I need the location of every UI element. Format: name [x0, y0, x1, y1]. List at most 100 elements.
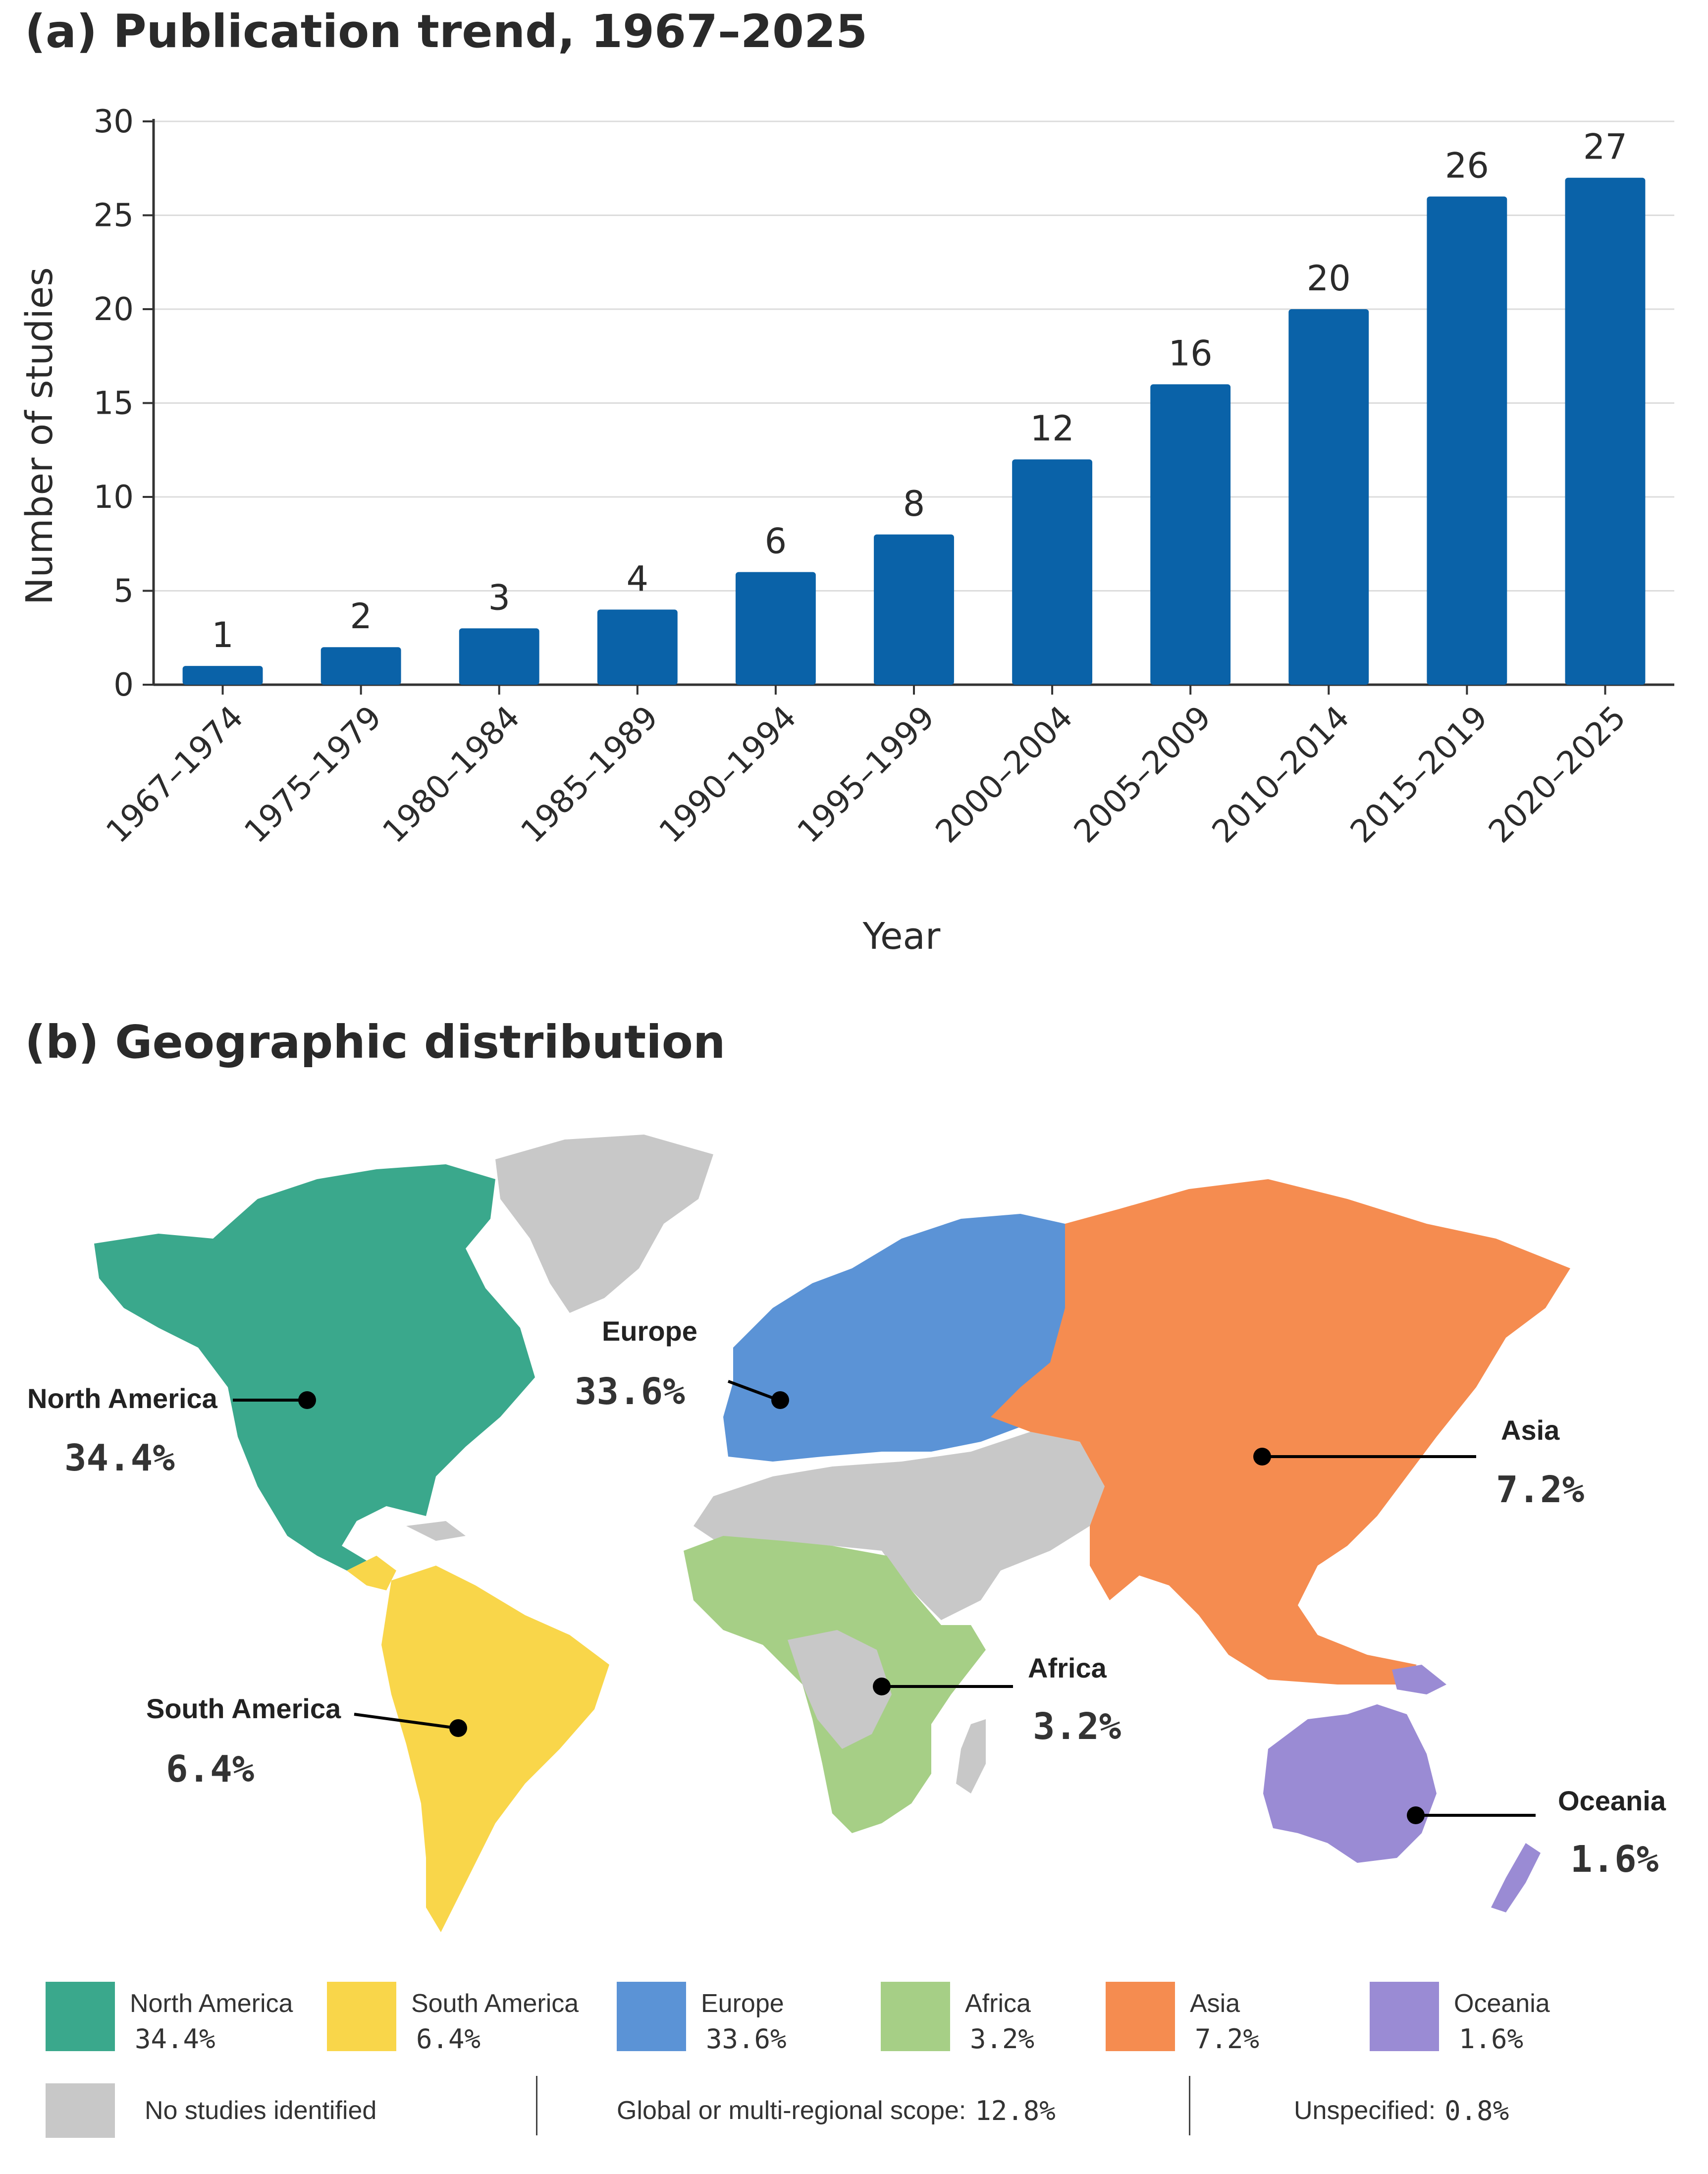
legend-item-africa: Africa 3.2% — [881, 1982, 1034, 2055]
y-axis-title: Number of studies — [18, 267, 61, 605]
region-pct: 1.6% — [1570, 1838, 1659, 1881]
bar — [320, 647, 401, 685]
new-zealand-shape — [1491, 1843, 1541, 1912]
bar — [1150, 384, 1231, 685]
y-tick-label: 10 — [94, 479, 134, 516]
legend-label: South America — [411, 1989, 579, 2018]
legend-pct: 34.4% — [135, 2023, 215, 2055]
legend-divider — [1189, 2076, 1190, 2135]
region-pct: 6.4% — [166, 1748, 255, 1791]
bar — [182, 666, 263, 685]
bar — [874, 534, 954, 685]
y-tick-label: 5 — [113, 573, 134, 610]
callout-europe: Europe 33.6% — [575, 1315, 789, 1413]
legend-label: Oceania — [1454, 1989, 1550, 2018]
legend-swatch — [46, 1982, 115, 2051]
legend-value: 0.8% — [1444, 2095, 1509, 2126]
bar-value-label: 3 — [488, 577, 510, 618]
bar-value-label: 8 — [903, 484, 925, 524]
south-america-shape — [381, 1566, 609, 1932]
bars — [182, 177, 1646, 685]
bar — [459, 628, 539, 685]
legend-item-unspecified: Unspecified: 0.8% — [1294, 2081, 1509, 2140]
legend-label: Europe — [701, 1989, 784, 2018]
central-africa-shape — [788, 1630, 892, 1749]
bar-value-label: 1 — [212, 615, 234, 655]
x-tick-label: 2005–2009 — [1067, 699, 1218, 850]
region-pct: 3.2% — [1033, 1705, 1121, 1748]
y-tick-label: 20 — [94, 291, 134, 328]
legend-label: No studies identified — [145, 2096, 377, 2125]
callout-asia: Asia 7.2% — [1253, 1414, 1585, 1511]
region-pct: 34.4% — [64, 1437, 175, 1479]
legend-swatch — [327, 1982, 396, 2051]
japan-shape — [1382, 1367, 1422, 1462]
legend-item-south-america: South America 6.4% — [327, 1982, 579, 2055]
bar — [1288, 309, 1369, 685]
bar-value-label: 27 — [1583, 127, 1627, 167]
legend-label: Africa — [965, 1989, 1031, 2018]
legend-pct: 1.6% — [1459, 2023, 1524, 2055]
europe-shape — [723, 1214, 1080, 1462]
legend-label: Global or multi-regional scope: — [617, 2096, 966, 2125]
y-tick-label: 25 — [94, 198, 134, 234]
y-tick-label: 15 — [94, 385, 134, 422]
bar-value-label: 16 — [1169, 333, 1213, 374]
legend-swatch — [881, 1982, 950, 2051]
x-tick-label: 1980–1984 — [376, 699, 527, 850]
region-pct: 7.2% — [1496, 1468, 1585, 1511]
legend-pct: 6.4% — [416, 2023, 481, 2055]
legend-swatch-grey — [46, 2083, 115, 2138]
bar-value-label: 20 — [1307, 258, 1351, 299]
callout-south-america: South America 6.4% — [146, 1693, 467, 1791]
legend-label: North America — [130, 1989, 293, 2018]
bar — [1427, 196, 1507, 685]
region-label: Oceania — [1558, 1785, 1666, 1816]
north-america-shape — [94, 1164, 535, 1571]
region-label: Europe — [602, 1315, 697, 1347]
asia-shape — [991, 1179, 1570, 1685]
x-tick-label: 2010–2014 — [1205, 699, 1356, 850]
grid-lines — [154, 120, 1674, 592]
y-tick-label: 30 — [94, 104, 134, 140]
bar-value-label: 12 — [1030, 408, 1074, 449]
y-tick-label: 0 — [113, 667, 134, 704]
map-legend: North America 34.4% South America 6.4% E… — [0, 1972, 1708, 2170]
callout-oceania: Oceania 1.6% — [1407, 1785, 1666, 1881]
oceania-shape — [1263, 1704, 1437, 1863]
region-label: North America — [27, 1383, 218, 1414]
region-label: Asia — [1501, 1414, 1560, 1446]
legend-swatch — [1370, 1982, 1439, 2051]
x-axis-title: Year — [862, 915, 941, 958]
caribbean-shape — [406, 1521, 466, 1541]
world-map: North America 34.4% South America 6.4% E… — [27, 1135, 1666, 1932]
panel-a-title: (a) Publication trend, 1967–2025 — [25, 5, 868, 58]
legend-pct: 7.2% — [1195, 2023, 1260, 2055]
middle-east-shape — [694, 1432, 1105, 1620]
legend-item-europe: Europe 33.6% — [617, 1982, 787, 2055]
bar-value-label: 4 — [627, 558, 649, 599]
legend-divider — [536, 2076, 537, 2135]
greenland-shape — [495, 1135, 713, 1313]
panel-b-title: (b) Geographic distribution — [25, 1016, 726, 1069]
x-tick-label: 1985–1989 — [514, 699, 665, 850]
bar-value-label: 6 — [765, 521, 787, 562]
legend-swatch — [1106, 1982, 1175, 2051]
legend-pct: 33.6% — [706, 2023, 787, 2055]
x-tick-label: 1990–1994 — [652, 699, 803, 850]
x-tick-label: 1975–1979 — [238, 699, 389, 850]
x-tick-label: 1967–1974 — [100, 699, 251, 850]
madagascar-shape — [956, 1719, 986, 1794]
x-tick-label: 2020–2025 — [1482, 699, 1633, 850]
bar — [1565, 177, 1646, 685]
region-label: South America — [146, 1693, 341, 1724]
callout-north-america: North America 34.4% — [27, 1383, 316, 1479]
region-pct: 33.6% — [575, 1370, 685, 1413]
new-guinea-shape — [1392, 1665, 1446, 1694]
x-tick-label: 2000–2004 — [929, 699, 1080, 850]
publication-trend-chart: 0 5 10 15 20 25 30 1 1967–1974 2 1975–1979 3 1980–19… — [18, 104, 1674, 958]
legend-value: 12.8% — [975, 2095, 1056, 2126]
legend-item-no-studies: No studies identified — [46, 2081, 376, 2140]
callout-africa: Africa 3.2% — [873, 1652, 1121, 1748]
legend-item-north-america: North America 34.4% — [46, 1982, 293, 2055]
